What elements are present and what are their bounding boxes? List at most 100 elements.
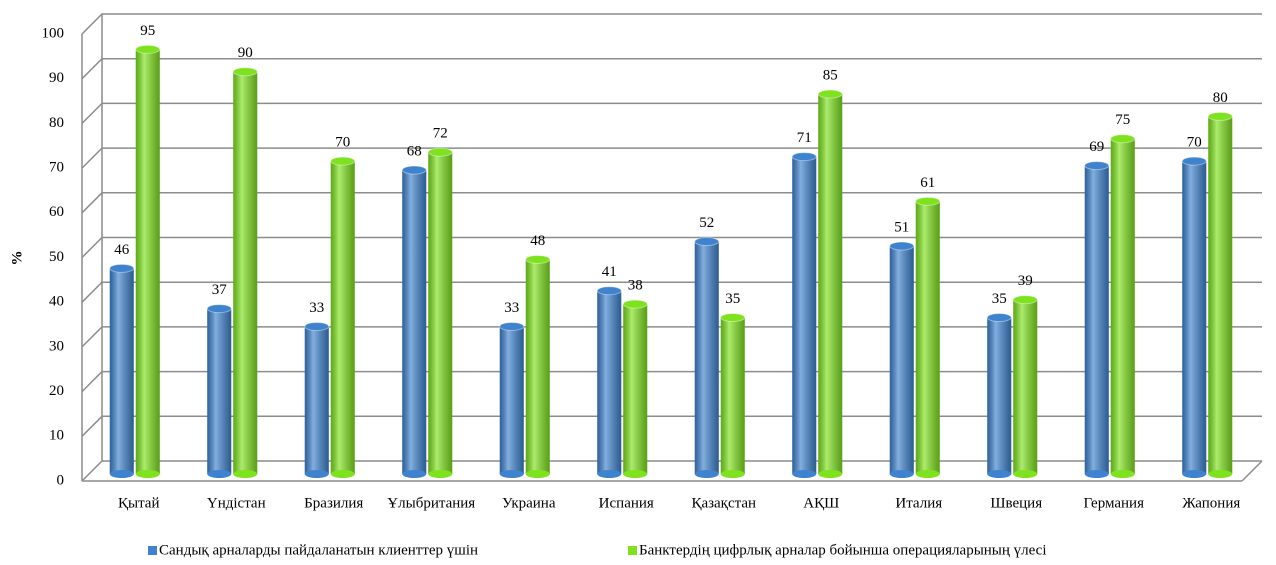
bar-top [1084,161,1110,171]
y-tick-label: 0 [57,472,65,488]
legend-swatch [628,546,637,555]
bar-shade [987,317,1012,474]
bar-shade [792,156,817,474]
x-tick-label: Германия [1084,495,1145,511]
value-label: 90 [238,45,253,61]
value-label: 61 [920,175,935,191]
x-tick-label: Италия [895,495,942,511]
value-label: 71 [797,130,812,146]
grid-line [81,57,1262,80]
bar-base [1110,470,1135,478]
bar-top [109,263,135,273]
value-label: 70 [335,135,350,151]
value-label: 35 [725,291,740,307]
bar-shade [889,246,914,474]
bar-top [1207,111,1233,121]
x-tick-label: Қазақстан [691,495,756,511]
y-tick-label: 50 [49,249,64,265]
bar-base [207,470,232,478]
bar-top [401,165,427,175]
bar-base [792,470,817,478]
bar-shade [330,161,355,474]
bar-base [1182,470,1207,478]
bar-shade [1208,116,1233,475]
bar-base [1208,470,1233,478]
bar-shade [818,94,843,475]
bar-top [915,196,941,206]
bar-base [987,470,1012,478]
bar-shade [135,49,160,474]
bar-base [818,470,843,478]
bar-top [889,241,915,251]
bar-top [499,321,525,331]
value-label: 95 [140,23,155,39]
bar-top [135,44,161,54]
bar-shade [428,152,453,474]
bar-base [233,470,258,478]
bar-base [1084,470,1109,478]
y-tick-label: 40 [49,294,64,310]
x-tick-label: Үндістан [207,495,266,511]
y-tick-label: 20 [49,383,64,399]
bar-top [525,254,551,264]
x-tick-label: Украина [502,495,556,511]
bar-shade [623,304,648,474]
y-tick-label: 30 [49,338,64,354]
bar-shade [1110,138,1135,474]
value-label: 33 [504,300,519,316]
grid-line [81,102,1262,124]
bar-shade [1182,161,1207,474]
bar-base [889,470,914,478]
bar-shade [525,259,550,474]
bar-shade [1013,299,1038,474]
value-label: 75 [1115,112,1130,128]
value-label: 70 [1187,135,1202,151]
bar-top [817,89,843,99]
bar-top [1181,156,1207,166]
bar-top [720,313,746,323]
bar-top [304,321,330,331]
y-tick-label: 10 [49,428,64,444]
bar-top [596,286,622,296]
bar-base [499,470,524,478]
value-label: 85 [823,67,838,83]
value-label: 72 [433,126,448,142]
y-tick-label: 100 [42,25,65,41]
bar-base [135,470,160,478]
value-label: 69 [1089,139,1104,155]
bar-top [232,67,258,77]
x-tick-label: Жапония [1182,495,1240,511]
bar-top [1110,134,1136,144]
bar-top [330,156,356,166]
value-label: 68 [407,143,422,159]
bar-base [720,470,745,478]
bar-shade [207,308,232,474]
value-label: 39 [1018,273,1033,289]
bar-top [791,152,817,162]
bar-base [109,470,134,478]
y-tick-label: 70 [49,160,64,176]
bar-top [1012,295,1038,305]
bar-shade [694,241,719,474]
bar-top [694,237,720,247]
bar-base [304,470,329,478]
bar-top [622,299,648,309]
bar-base [597,470,622,478]
x-tick-label: Ұлыбритания [387,495,475,511]
value-label: 37 [212,282,228,298]
x-tick-label: Швеция [990,495,1042,511]
x-tick-label: Испания [599,495,654,511]
bar-base [1013,470,1038,478]
y-tick-label: 80 [49,115,64,131]
x-tick-label: Қытай [118,495,160,511]
bar-shade [915,201,940,474]
value-label: 41 [602,264,617,280]
bar-top [986,313,1012,323]
grid-line [81,13,1262,35]
value-label: 38 [628,278,643,294]
value-label: 52 [699,215,714,231]
bar-base [694,470,719,478]
value-label: 35 [992,291,1007,307]
y-axis-label: % [9,251,25,266]
